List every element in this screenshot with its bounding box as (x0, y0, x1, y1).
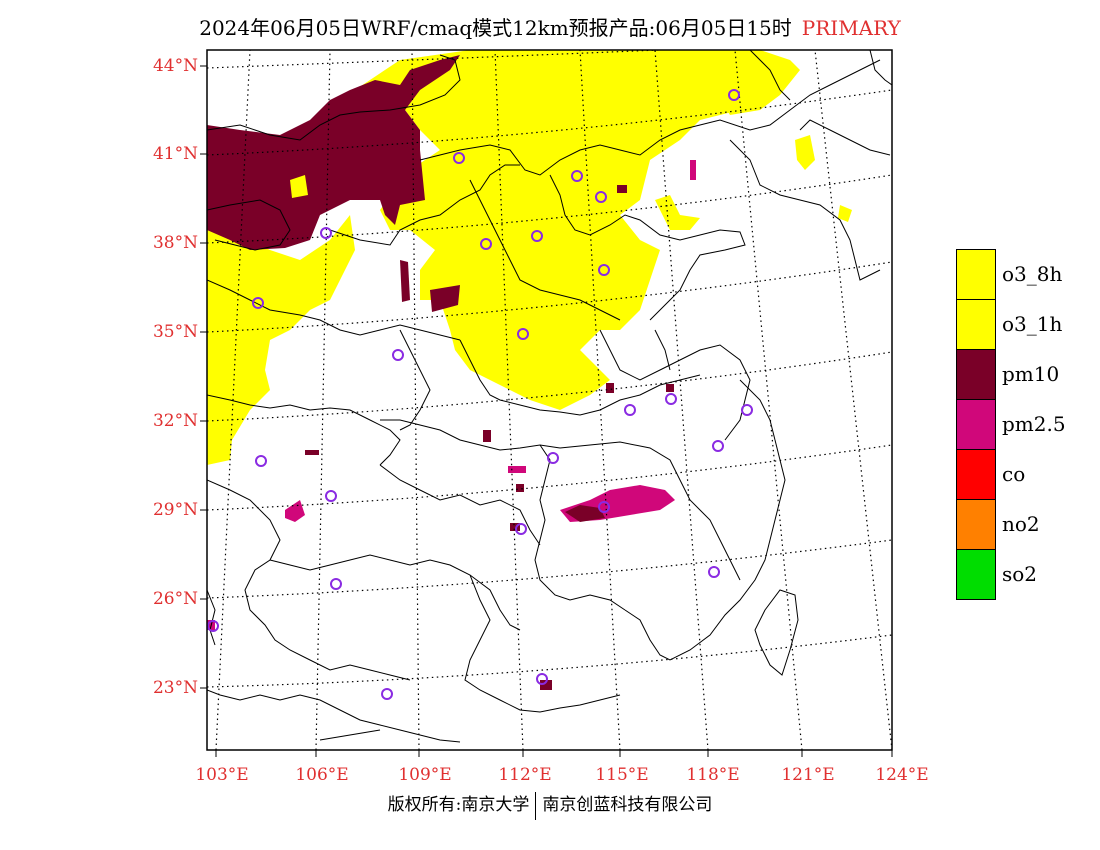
legend-swatch (956, 499, 996, 550)
station-marker (515, 523, 527, 535)
ozone-region-east-coast (655, 195, 700, 230)
station-marker (381, 688, 393, 700)
station-marker (571, 170, 583, 182)
pm10-region-small-1 (400, 260, 410, 302)
pm10-patch-1 (510, 523, 520, 531)
pm10-patch-2 (483, 430, 491, 442)
station-marker (252, 297, 264, 309)
pm10-region-yellow-hole (290, 175, 308, 198)
pm10-region-small-2 (430, 285, 460, 312)
station-marker (547, 452, 559, 464)
station-markers (207, 89, 753, 700)
legend-swatch (956, 399, 996, 450)
lon-label: 118°E (686, 765, 740, 785)
station-marker (330, 578, 342, 590)
pm10-region-central (565, 505, 605, 522)
primary-tag: PRIMARY (801, 16, 901, 40)
ozone-region-north (355, 50, 760, 410)
lat-label: 38°N (152, 233, 198, 253)
station-marker (392, 349, 404, 361)
lon-label: 109°E (398, 765, 452, 785)
graticule (207, 50, 892, 750)
lon-label: 106°E (295, 765, 349, 785)
pm10-patch-8 (540, 680, 552, 690)
pm10-patch-6 (516, 484, 524, 492)
legend-label: no2 (1002, 512, 1040, 536)
lat-label: 41°N (152, 144, 198, 164)
admin-borders (207, 50, 892, 743)
pm10-patch-4 (666, 384, 674, 392)
map-content (207, 50, 892, 750)
legend-swatch (956, 549, 996, 600)
pm10-region-north (207, 55, 460, 250)
lat-label: 32°N (152, 411, 198, 431)
copyright-credit: 版权所有:南京大学 南京创蓝科技有限公司 (0, 790, 1100, 820)
lat-label: 26°N (152, 589, 198, 609)
lat-label: 44°N (152, 56, 198, 76)
ozone-region-sw-strip (207, 440, 232, 465)
pm10-patch-5 (305, 450, 319, 455)
lat-label: 35°N (152, 322, 198, 342)
map-title: 2024年06月05日WRF/cmaq模式12km预报产品:06月05日15时 P… (0, 12, 1100, 41)
legend-swatch (956, 449, 996, 500)
station-marker (708, 566, 720, 578)
pm10-patch-7 (617, 185, 627, 193)
pm25-patch-3 (690, 160, 696, 180)
legend-swatch (956, 249, 996, 300)
pm25-region-west (285, 500, 305, 522)
legend-label: pm2.5 (1002, 412, 1066, 436)
station-marker (320, 227, 332, 239)
lat-label: 29°N (152, 500, 198, 520)
station-marker (480, 238, 492, 250)
axis-ticks (200, 65, 893, 757)
station-marker (325, 490, 337, 502)
station-marker (255, 455, 267, 467)
credit-divider (535, 791, 537, 820)
ozone-region-korea (795, 135, 815, 170)
station-marker (207, 620, 219, 632)
credit-left: 版权所有:南京大学 (387, 795, 530, 815)
station-marker (741, 404, 753, 416)
station-marker (598, 501, 610, 513)
legend-label: o3_1h (1002, 312, 1063, 336)
lon-label: 112°E (498, 765, 552, 785)
station-marker (712, 440, 724, 452)
legend-label: co (1002, 462, 1026, 486)
lon-label: 115°E (595, 765, 649, 785)
station-marker (728, 89, 740, 101)
legend-swatch (956, 349, 996, 400)
station-marker (531, 230, 543, 242)
lon-label: 103°E (195, 765, 249, 785)
pm25-patch-1 (508, 466, 526, 473)
ozone-region-korea-2 (838, 205, 852, 222)
ozone-region-west (207, 215, 355, 440)
pm10-patch-3 (606, 383, 614, 393)
credit-right: 南京创蓝科技有限公司 (542, 795, 713, 815)
station-marker (453, 152, 465, 164)
lat-label: 23°N (152, 678, 198, 698)
legend-label: so2 (1002, 562, 1038, 586)
lon-label: 124°E (875, 765, 929, 785)
station-marker (595, 191, 607, 203)
station-marker (624, 404, 636, 416)
station-marker (536, 673, 548, 685)
ozone-region-northeast (690, 50, 800, 115)
title-text: 2024年06月05日WRF/cmaq模式12km预报产品:06月05日15时 (199, 16, 792, 40)
legend-swatch (956, 299, 996, 350)
station-marker (665, 393, 677, 405)
lon-label: 121°E (781, 765, 835, 785)
legend-label: o3_8h (1002, 262, 1063, 286)
station-marker (517, 328, 529, 340)
station-marker (598, 264, 610, 276)
map-frame (206, 49, 893, 751)
legend-label: pm10 (1002, 362, 1060, 386)
